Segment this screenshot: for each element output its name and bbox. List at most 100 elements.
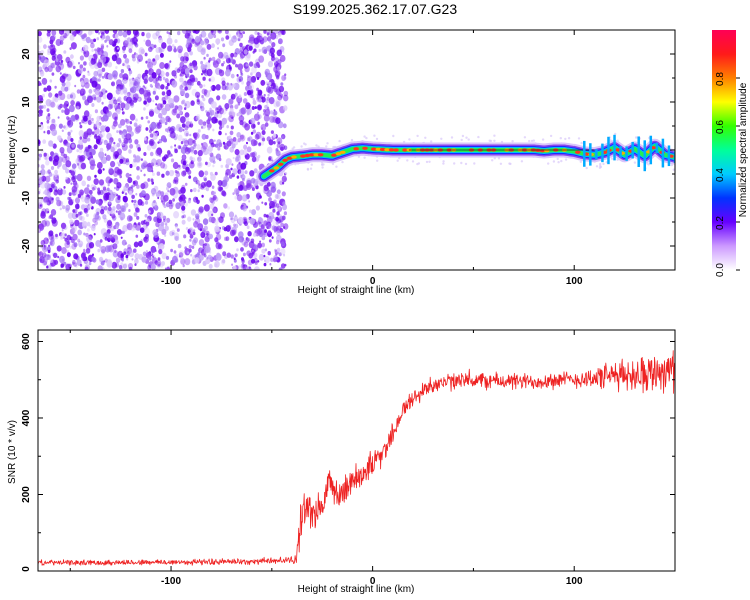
noise-blob (72, 199, 75, 202)
signal-peak (388, 148, 395, 152)
noise-blob (181, 99, 186, 105)
noise-blob (132, 222, 138, 228)
noise-blob (116, 130, 119, 134)
noise-blob (112, 243, 118, 250)
noise-blob (78, 68, 83, 74)
noise-blob (276, 66, 281, 71)
noise-blob (266, 226, 269, 230)
noise-blob (155, 221, 160, 228)
noise-blob (281, 30, 286, 36)
noise-blob (132, 56, 136, 62)
noise-blob (179, 61, 185, 68)
noise-blob (240, 134, 244, 140)
noise-blob (159, 52, 164, 58)
noise-speck (528, 139, 531, 143)
noise-blob (139, 87, 145, 95)
noise-blob (276, 75, 280, 80)
noise-blob (59, 147, 65, 154)
noise-blob (86, 242, 92, 250)
noise-blob (229, 130, 234, 136)
noise-blob (91, 49, 94, 52)
noise-blob (189, 122, 194, 128)
noise-blob (66, 94, 71, 100)
noise-blob (208, 78, 212, 82)
noise-blob (63, 32, 68, 39)
noise-blob (248, 200, 251, 203)
noise-blob (117, 47, 119, 50)
noise-blob (123, 89, 128, 95)
noise-blob (69, 175, 72, 178)
noise-blob (241, 258, 245, 263)
noise-blob (129, 78, 135, 85)
noise-speck (497, 157, 501, 160)
noise-blob (273, 216, 277, 220)
noise-blob (85, 232, 89, 238)
noise-blob (120, 230, 123, 235)
noise-speck (331, 162, 335, 166)
noise-blob (97, 168, 103, 175)
noise-blob (83, 187, 90, 195)
noise-blob (130, 185, 134, 189)
noise-blob (184, 147, 191, 155)
noise-blob (240, 107, 247, 115)
noise-blob (263, 254, 266, 258)
noise-speck (672, 168, 675, 171)
noise-blob (206, 43, 212, 50)
noise-blob (65, 81, 71, 88)
noise-blob (269, 47, 275, 55)
noise-blob (154, 80, 157, 84)
noise-blob (232, 168, 238, 175)
noise-blob (112, 30, 118, 34)
noise-blob (247, 90, 252, 96)
noise-blob (234, 149, 240, 156)
noise-blob (39, 71, 45, 77)
noise-blob (125, 254, 129, 259)
noise-blob (252, 50, 255, 54)
noise-blob (100, 228, 107, 236)
noise-blob (204, 235, 210, 243)
noise-blob (192, 176, 198, 183)
noise-blob (184, 197, 187, 200)
noise-blob (228, 135, 232, 140)
noise-blob (279, 143, 286, 151)
noise-blob (255, 192, 262, 200)
noise-blob (66, 116, 70, 120)
noise-speck (306, 168, 310, 171)
noise-blob (71, 243, 77, 250)
noise-blob (263, 213, 267, 218)
noise-blob (126, 125, 133, 133)
noise-blob (197, 156, 202, 163)
noise-blob (125, 242, 128, 245)
noise-blob (96, 211, 100, 216)
noise-blob (58, 90, 63, 96)
noise-blob (72, 65, 76, 70)
noise-blob (59, 61, 63, 66)
noise-blob (181, 123, 186, 128)
noise-blob (177, 45, 183, 53)
noise-blob (42, 139, 47, 144)
noise-blob (43, 130, 46, 134)
noise-blob (179, 77, 184, 83)
noise-speck (363, 135, 366, 138)
noise-blob (282, 123, 287, 129)
y-tick-label: 10 (21, 96, 32, 108)
noise-blob (114, 116, 118, 121)
noise-blob (39, 112, 43, 117)
noise-blob (257, 32, 260, 36)
noise-blob (59, 75, 66, 83)
noise-blob (228, 211, 235, 218)
noise-blob (104, 245, 111, 253)
noise-blob (90, 39, 94, 44)
noise-blob (232, 83, 236, 88)
noise-blob (276, 189, 281, 195)
noise-blob (244, 170, 248, 175)
noise-blob (246, 225, 250, 229)
noise-blob (102, 186, 107, 191)
noise-blob (257, 89, 263, 96)
noise-blob (86, 184, 90, 188)
noise-blob (170, 154, 173, 157)
noise-blob (182, 214, 186, 219)
noise-blob (211, 116, 218, 124)
noise-blob (63, 103, 68, 109)
noise-blob (121, 84, 124, 88)
